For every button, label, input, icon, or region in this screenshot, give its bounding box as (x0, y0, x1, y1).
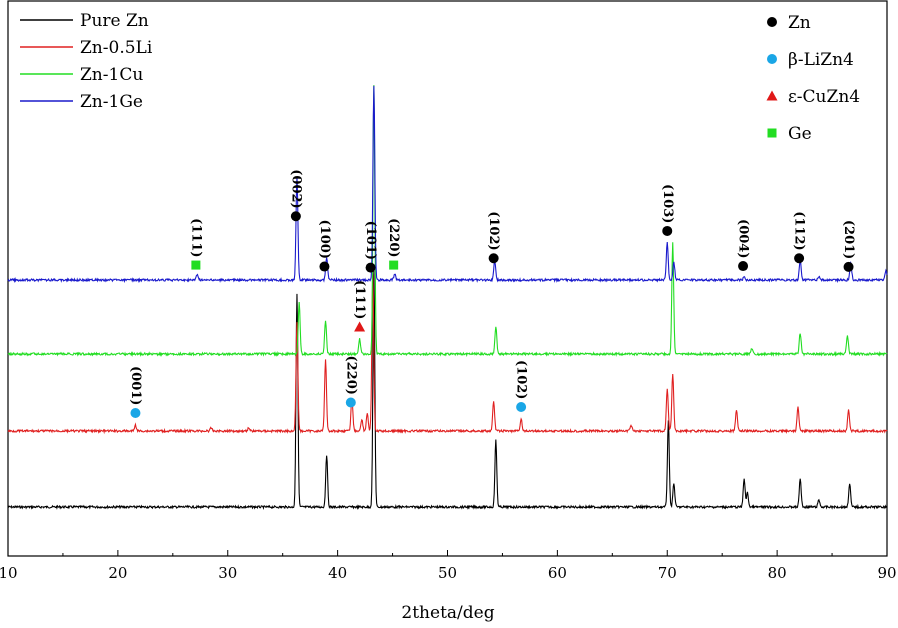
peak-label: (111) (352, 280, 367, 319)
peak-label: (103) (660, 184, 675, 223)
square-marker (389, 260, 399, 270)
phase-legend-label: Ge (788, 124, 812, 144)
peak-label: (201) (841, 220, 856, 259)
x-tick-label: 80 (768, 564, 787, 582)
x-tick-label: 90 (877, 564, 896, 582)
series-line-1 (7, 274, 888, 435)
phase-legend-label: ε-CuZn4 (788, 87, 860, 107)
peak-label: (004) (736, 219, 751, 258)
circle-marker (843, 261, 854, 272)
circle-marker (319, 261, 330, 272)
legend-label: Pure Zn (80, 11, 149, 31)
peak-label: (112) (792, 211, 807, 250)
series-line-2 (7, 85, 888, 358)
x-tick-label: 10 (0, 564, 18, 582)
peak-label: (220) (343, 355, 358, 394)
circle-marker (130, 408, 141, 418)
peak-label: (102) (486, 211, 501, 250)
series-traces (7, 85, 888, 511)
peak-label: (001) (128, 366, 143, 405)
circle-marker (516, 402, 527, 412)
peak-label: (002) (288, 169, 303, 208)
peak-label: (220) (386, 218, 401, 257)
phase-legend: Zn β-LiZn4 ε-CuZn4 Ge (766, 13, 860, 144)
peak-label: (100) (317, 220, 332, 259)
x-tick-label: 50 (438, 564, 457, 582)
legend-label: Zn-1Cu (80, 65, 143, 85)
circle-marker (365, 262, 376, 273)
square-marker (767, 128, 777, 138)
triangle-marker (354, 321, 366, 332)
x-tick-label: 70 (658, 564, 677, 582)
peak-label: (102) (514, 360, 529, 399)
square-marker (191, 260, 201, 270)
phase-legend-label: β-LiZn4 (788, 50, 854, 70)
peak-annotations: (002) (101) (100) (102) (103) (004) (112) (201)… (128, 169, 856, 418)
x-axis-title: 2theta/deg (401, 603, 494, 623)
x-axis: 10 20 30 40 50 60 70 80 90 (0, 550, 897, 582)
series-legend: Pure Zn Zn-0.5Li Zn-1Cu Zn-1Ge (20, 11, 153, 112)
legend-label: Zn-1Ge (80, 92, 143, 112)
circle-marker (662, 225, 673, 236)
x-tick-label: 20 (108, 564, 127, 582)
series-line-3 (7, 85, 888, 284)
peak-label: (101) (363, 221, 378, 260)
x-tick-label: 60 (548, 564, 567, 582)
x-tick-label: 30 (218, 564, 237, 582)
circle-marker (767, 17, 777, 27)
circle-marker (767, 54, 777, 64)
x-tick-label: 40 (328, 564, 347, 582)
circle-marker (345, 397, 356, 408)
circle-marker (794, 253, 805, 264)
series-line-0 (7, 269, 888, 511)
legend-label: Zn-0.5Li (80, 38, 153, 58)
phase-legend-label: Zn (788, 13, 811, 33)
circle-marker (488, 253, 499, 264)
peak-label: (111) (188, 218, 203, 257)
triangle-marker (766, 90, 778, 101)
circle-marker (290, 211, 301, 222)
circle-marker (738, 261, 749, 272)
